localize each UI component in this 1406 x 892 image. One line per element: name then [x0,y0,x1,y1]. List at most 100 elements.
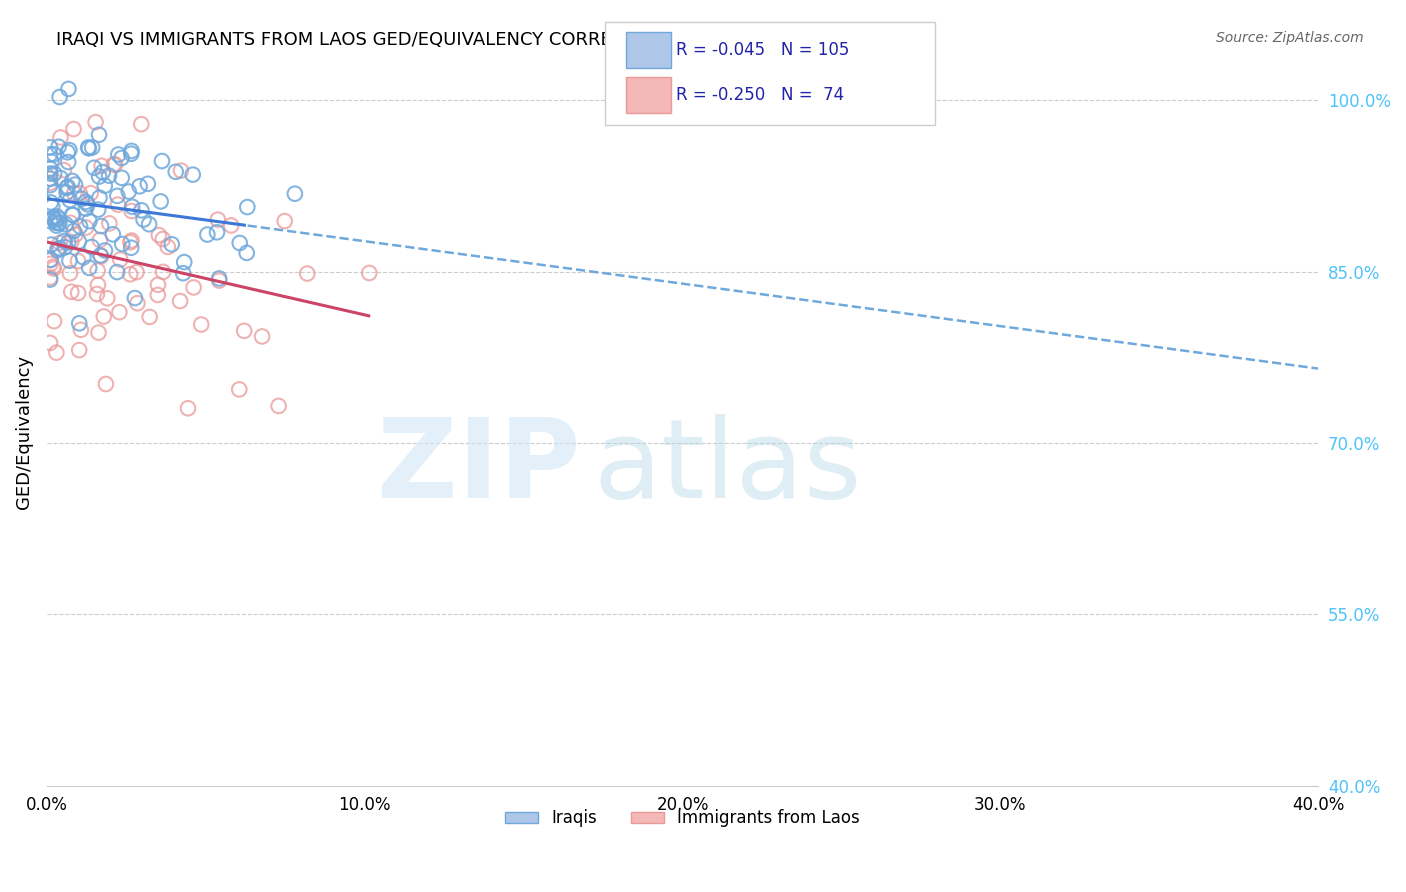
Point [67,316,90,330]
Point [87,169,110,184]
Point [150,154,173,169]
Point [53,234,76,248]
Point [165,165,187,179]
Point [120,235,142,250]
Point [87,202,110,217]
Point [42,314,65,328]
Point [67,285,90,300]
Point [138,310,160,324]
Point [181,168,204,182]
Point [45,216,67,230]
Point [121,234,143,248]
Text: IRAQI VS IMMIGRANTS FROM LAOS GED/EQUIVALENCY CORRELATION CHART: IRAQI VS IMMIGRANTS FROM LAOS GED/EQUIVA… [56,31,744,49]
Point [138,217,160,231]
Point [190,318,212,332]
Point [121,200,143,214]
Point [146,288,169,302]
Point [75,194,97,209]
Point [58,253,80,268]
Point [169,293,191,308]
Point [89,191,111,205]
Point [60,285,83,299]
Point [39,237,62,252]
Point [48,216,70,230]
Point [105,265,128,279]
Point [44,186,66,200]
Point [69,219,91,234]
Point [58,155,80,169]
Point [75,220,97,235]
Point [67,343,90,357]
Point [359,266,381,280]
Point [79,214,101,228]
Point [55,181,77,195]
Point [90,219,112,233]
Point [39,214,62,228]
Point [125,265,148,279]
Point [160,237,183,252]
Point [96,291,118,305]
Point [120,146,142,161]
Point [146,277,169,292]
Point [250,329,273,343]
Point [60,208,83,222]
Point [48,140,70,154]
Point [39,161,62,176]
Point [111,237,134,252]
Point [131,203,153,218]
Point [228,383,250,397]
Point [42,211,65,225]
Point [42,211,65,226]
Point [39,335,62,350]
Point [45,210,67,224]
Point [48,211,70,226]
Point [120,241,142,255]
Point [59,216,82,230]
Point [110,151,132,165]
Point [49,235,72,250]
Point [59,266,82,280]
Point [84,115,107,129]
Point [49,171,72,186]
Point [77,141,100,155]
Point [39,171,62,186]
Point [111,170,134,185]
Point [52,163,75,178]
Point [177,401,200,416]
Point [173,255,195,269]
Point [39,195,62,210]
Point [46,244,69,258]
Point [90,249,112,263]
Point [208,271,231,285]
Point [107,197,129,211]
Text: ZIP: ZIP [377,414,581,521]
Point [98,169,121,183]
Point [48,241,70,255]
Point [128,179,150,194]
Point [152,232,174,246]
Point [183,280,205,294]
Point [76,197,98,211]
Point [98,216,121,230]
Point [87,326,110,340]
Point [58,82,80,96]
Point [39,176,62,190]
Point [105,189,128,203]
Text: R = -0.045   N = 105: R = -0.045 N = 105 [676,41,849,59]
Point [148,228,170,243]
Point [65,227,87,242]
Point [80,240,103,254]
Point [284,186,307,201]
Point [129,117,152,131]
Point [60,174,83,188]
Point [44,167,66,181]
Point [87,128,110,142]
Point [108,305,131,319]
Point [121,204,143,219]
Point [89,248,111,262]
Point [233,324,256,338]
Point [101,227,124,242]
Point [72,250,94,264]
Text: Source: ZipAtlas.com: Source: ZipAtlas.com [1216,31,1364,45]
Point [67,235,90,249]
